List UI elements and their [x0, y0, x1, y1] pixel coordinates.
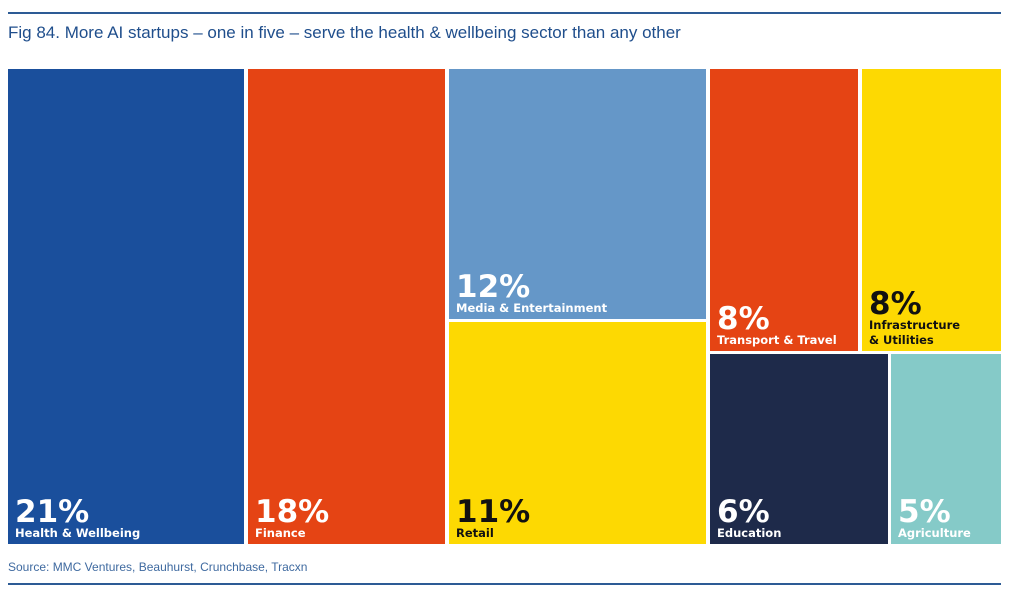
- category-label-finance: Finance: [255, 526, 306, 540]
- category-label-media-and-entertainment: Media & Entertainment: [456, 301, 608, 315]
- category-label-education: Education: [717, 526, 781, 540]
- source-note: Source: MMC Ventures, Beauhurst, Crunchb…: [8, 560, 308, 574]
- category-label-agriculture: Agriculture: [898, 526, 971, 540]
- category-label-infrastructure-and-utilities: Infrastructure & Utilities: [869, 318, 960, 347]
- category-label-transport-and-travel: Transport & Travel: [717, 333, 837, 347]
- top-rule: [8, 12, 1001, 14]
- value-label-transport-and-travel: 8%: [717, 301, 770, 337]
- value-label-retail: 11%: [456, 494, 530, 530]
- tile-transport-and-travel: [710, 69, 858, 351]
- tile-infrastructure-and-utilities: [862, 69, 1001, 351]
- tile-agriculture: [891, 354, 1001, 544]
- category-label-health-and-wellbeing: Health & Wellbeing: [15, 526, 140, 540]
- value-label-finance: 18%: [255, 494, 329, 530]
- chart-title: Fig 84. More AI startups – one in five –…: [8, 23, 681, 42]
- value-label-media-and-entertainment: 12%: [456, 269, 530, 305]
- category-label-retail: Retail: [456, 526, 494, 540]
- tile-health-and-wellbeing: [8, 69, 244, 544]
- value-label-education: 6%: [717, 494, 770, 530]
- tile-education: [710, 354, 888, 544]
- value-label-health-and-wellbeing: 21%: [15, 494, 89, 530]
- bottom-rule: [8, 583, 1001, 585]
- value-label-infrastructure-and-utilities: 8%: [869, 286, 922, 322]
- tile-media-and-entertainment: [449, 69, 706, 319]
- value-label-agriculture: 5%: [898, 494, 951, 530]
- tile-finance: [248, 69, 445, 544]
- tile-retail: [449, 322, 706, 544]
